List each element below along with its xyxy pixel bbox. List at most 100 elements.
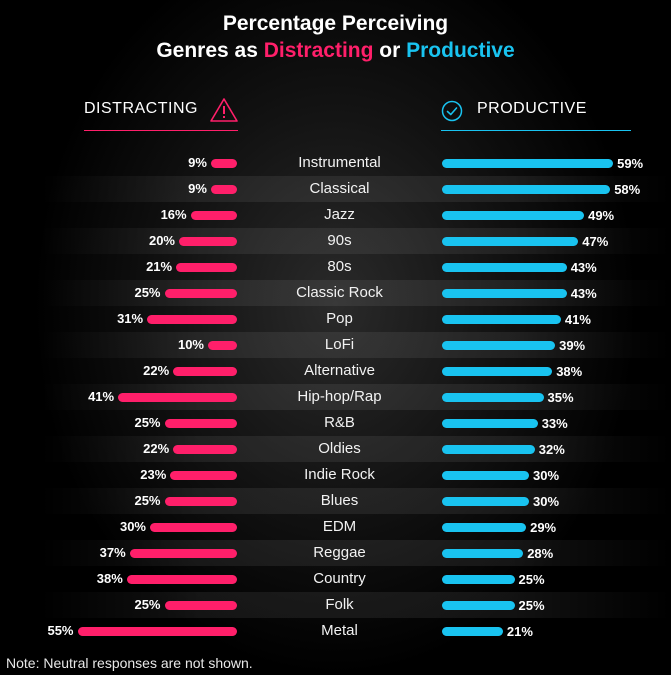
distracting-bar <box>164 289 237 298</box>
genre-label: Classical <box>309 180 370 197</box>
chart-row: Country 38% 25% <box>0 566 671 592</box>
productive-bar <box>442 185 611 194</box>
distracting-bar <box>179 237 237 246</box>
distracting-value-label: 25% <box>134 597 161 612</box>
genre-label: R&B <box>324 414 355 431</box>
distracting-value-label: 30% <box>119 519 146 534</box>
chart-row: 80s 21% 43% <box>0 254 671 280</box>
productive-bar <box>442 549 524 558</box>
distracting-value-label: 31% <box>117 311 144 326</box>
distracting-bar <box>77 627 237 636</box>
distracting-value-label: 23% <box>140 467 167 482</box>
distracting-header: DISTRACTING <box>84 100 198 117</box>
chart-row: Oldies 22% 32% <box>0 436 671 462</box>
chart-row: Instrumental 9% 59% <box>0 150 671 176</box>
productive-value-label: 43% <box>570 286 597 301</box>
productive-value-label: 43% <box>570 260 597 275</box>
distracting-bar <box>173 367 237 376</box>
productive-bar <box>442 237 579 246</box>
distracting-bar <box>147 315 237 324</box>
genre-label: Folk <box>325 596 354 613</box>
genre-label: Country <box>313 570 366 587</box>
distracting-value-label: 25% <box>134 493 161 508</box>
distracting-bar <box>118 393 237 402</box>
productive-value-label: 33% <box>541 416 568 431</box>
distracting-bar <box>164 601 237 610</box>
chart-row: Pop 31% 41% <box>0 306 671 332</box>
chart-row: Classic Rock 25% 43% <box>0 280 671 306</box>
distracting-value-label: 20% <box>148 233 175 248</box>
chart-row: LoFi 10% 39% <box>0 332 671 358</box>
productive-value-label: 32% <box>538 442 565 457</box>
chart-row: Jazz 16% 49% <box>0 202 671 228</box>
distracting-bar <box>126 575 237 584</box>
distracting-bar <box>208 341 237 350</box>
genre-label: Blues <box>320 492 359 509</box>
distracting-value-label: 25% <box>134 285 161 300</box>
distracting-bar <box>176 263 237 272</box>
distracting-bar <box>164 497 237 506</box>
productive-bar <box>442 471 529 480</box>
productive-value-label: 47% <box>582 234 609 249</box>
productive-value-label: 41% <box>564 312 591 327</box>
genre-label: 80s <box>327 258 352 275</box>
productive-value-label: 39% <box>559 338 586 353</box>
distracting-value-label: 10% <box>177 337 204 352</box>
productive-bar <box>442 159 614 168</box>
distracting-header-underline <box>84 130 238 131</box>
title-line-2: Genres as Distracting or Productive <box>0 37 671 64</box>
chart-row: Reggae 37% 28% <box>0 540 671 566</box>
distracting-value-label: 25% <box>134 415 161 430</box>
title-distracting: Distracting <box>263 39 374 62</box>
genre-label: EDM <box>322 518 357 535</box>
productive-bar <box>442 601 515 610</box>
chart-row: EDM 30% 29% <box>0 514 671 540</box>
productive-value-label: 30% <box>533 468 560 483</box>
distracting-value-label: 21% <box>146 259 173 274</box>
title-or: or <box>373 39 407 62</box>
productive-header-underline <box>441 130 631 131</box>
productive-value-label: 25% <box>518 572 545 587</box>
productive-bar <box>442 575 515 584</box>
distracting-value-label: 37% <box>99 545 126 560</box>
productive-bar <box>442 341 556 350</box>
productive-bar <box>442 263 567 272</box>
footnote: Note: Neutral responses are not shown. <box>6 655 253 671</box>
distracting-value-label: 22% <box>143 363 170 378</box>
productive-value-label: 49% <box>588 208 615 223</box>
productive-value-label: 38% <box>556 364 583 379</box>
productive-bar <box>442 211 585 220</box>
genre-label: Oldies <box>318 440 361 457</box>
productive-bar <box>442 393 544 402</box>
warning-icon <box>209 97 239 128</box>
productive-value-label: 35% <box>547 390 574 405</box>
productive-value-label: 28% <box>527 546 554 561</box>
title-line-1: Percentage Perceiving <box>222 12 449 35</box>
chart-row: Classical 9% 58% <box>0 176 671 202</box>
productive-value-label: 30% <box>533 494 560 509</box>
genre-label: Instrumental <box>298 154 381 171</box>
productive-bar <box>442 497 529 506</box>
distracting-bar <box>129 549 237 558</box>
distracting-value-label: 16% <box>160 207 187 222</box>
distracting-value-label: 55% <box>47 623 74 638</box>
genre-label: Metal <box>321 622 358 639</box>
productive-value-label: 21% <box>506 624 533 639</box>
productive-bar <box>442 367 553 376</box>
distracting-bar <box>173 445 237 454</box>
productive-bar <box>442 315 561 324</box>
productive-value-label: 59% <box>617 156 644 171</box>
distracting-bar <box>164 419 237 428</box>
productive-header: PRODUCTIVE <box>477 100 587 117</box>
distracting-value-label: 22% <box>143 441 170 456</box>
productive-value-label: 58% <box>614 182 641 197</box>
distracting-bar <box>150 523 237 532</box>
title-prefix: Genres as <box>156 39 264 62</box>
chart-row: Folk 25% 25% <box>0 592 671 618</box>
chart-row: R&B 25% 33% <box>0 410 671 436</box>
distracting-bar <box>210 159 237 168</box>
genre-label: Reggae <box>313 544 366 561</box>
distracting-bar <box>210 185 237 194</box>
chart-title: Percentage Perceiving Genres as Distract… <box>0 10 671 64</box>
